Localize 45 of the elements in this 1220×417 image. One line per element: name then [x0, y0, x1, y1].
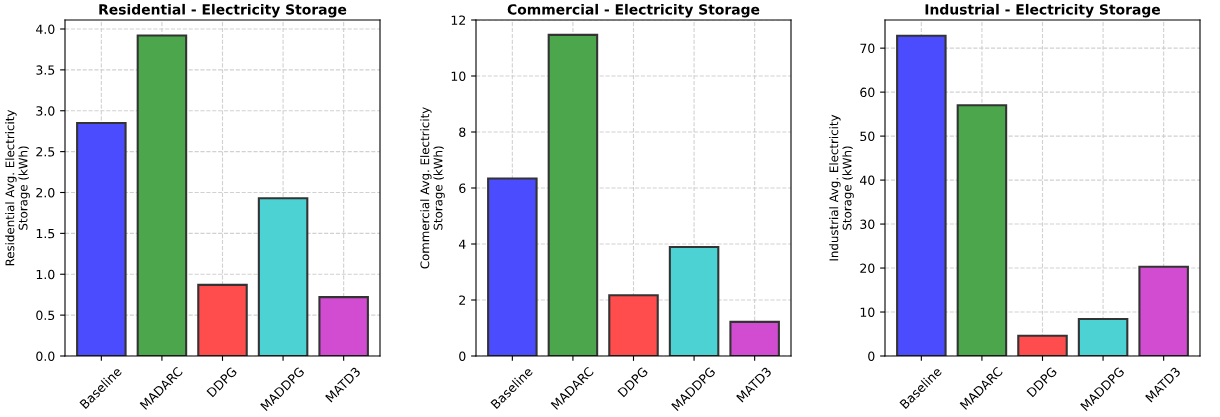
bar: [136, 34, 188, 356]
y-tick-label: 4: [458, 239, 466, 249]
y-tick-label: 1.0: [36, 269, 55, 280]
bar: [487, 177, 538, 356]
y-tick-label: 6: [459, 183, 466, 193]
chart-title: Industrial - Electricity Storage: [925, 3, 1161, 18]
y-tick-label: 30: [860, 219, 875, 229]
bar: [896, 34, 947, 356]
y-axis-title: Commercial Avg. Electricity Storage (kWh): [420, 107, 445, 269]
y-tick-label: 8: [459, 127, 466, 137]
bar: [608, 294, 659, 356]
bar: [668, 246, 720, 356]
bar: [956, 104, 1008, 356]
y-tick-label: 0: [459, 351, 466, 361]
y-tick-label: 10: [451, 71, 466, 81]
bar: [1077, 318, 1129, 356]
bar: [1017, 334, 1068, 356]
bar: [1138, 265, 1189, 356]
y-tick-label: 4.0: [36, 24, 55, 34]
bar: [729, 320, 780, 356]
y-tick-label: 3.0: [36, 106, 55, 116]
y-tick-label: 20: [860, 263, 875, 273]
chart-title: Residential - Electricity Storage: [99, 3, 347, 18]
y-tick-label: 10: [860, 307, 875, 317]
y-tick-label: 2: [459, 295, 466, 305]
y-tick-label: 2.0: [36, 187, 55, 198]
y-tick-label: 40: [859, 175, 875, 186]
bar: [197, 283, 248, 356]
y-tick-label: 2.5: [36, 147, 55, 157]
y-tick-label: 12: [451, 15, 466, 25]
y-axis-title: Residential Avg. Electricity Storage (kWh): [5, 109, 30, 266]
bar: [318, 296, 369, 356]
y-axis-title: Industrial Avg. Electricity Storage (kWh): [829, 114, 854, 261]
bar: [76, 121, 127, 356]
bar: [257, 197, 309, 356]
y-tick-label: 70: [860, 43, 875, 54]
y-tick-label: 1.5: [36, 229, 55, 239]
chart-title: Commercial - Electricity Storage: [507, 3, 760, 18]
y-tick-label: 0.0: [36, 351, 55, 361]
y-tick-label: 60: [860, 87, 875, 98]
bar: [547, 33, 599, 356]
y-tick-label: 3.5: [36, 65, 55, 75]
y-tick-label: 0: [868, 351, 875, 361]
y-tick-label: 50: [860, 131, 875, 142]
y-tick-label: 0.5: [36, 310, 55, 321]
